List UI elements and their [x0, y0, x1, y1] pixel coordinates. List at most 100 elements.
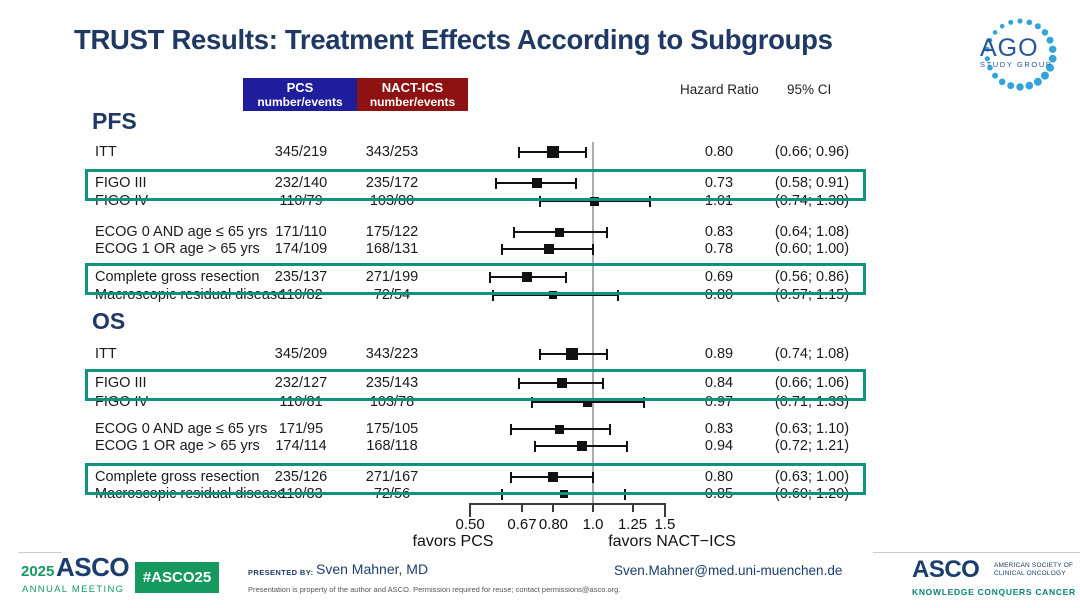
ago-dot	[998, 78, 1006, 86]
hazard-ratio-value: 0.83	[704, 223, 734, 240]
ci-cap-left	[492, 289, 495, 301]
x-axis-tick-label: 1.0	[582, 516, 604, 533]
nact-value: 235/143	[365, 374, 419, 391]
asco-logo: ASCO	[912, 556, 980, 583]
ago-dot	[984, 56, 990, 62]
nact-value: 175/122	[365, 223, 419, 240]
pcs-value: 171/95	[278, 420, 324, 437]
subgroup-label: Complete gross resection	[95, 468, 260, 485]
pcs-value: 174/109	[274, 240, 328, 257]
subgroup-label: ECOG 1 OR age > 65 yrs	[95, 437, 260, 454]
ci-cap-right	[605, 348, 608, 360]
ago-dot	[1040, 71, 1049, 80]
ci-cap-left	[538, 195, 541, 207]
subgroup-label: ECOG 0 AND age ≤ 65 yrs	[95, 420, 268, 437]
x-axis-tick	[520, 503, 523, 512]
highlight-box	[85, 263, 866, 295]
nact-value: 168/118	[366, 437, 418, 454]
ago-dot	[1034, 23, 1041, 30]
reference-line	[592, 142, 594, 505]
ci-cap-right	[584, 146, 587, 158]
hr-point-marker	[583, 397, 593, 407]
ci-value: (0.58; 0.91)	[774, 174, 850, 191]
nact-value: 168/131	[365, 240, 419, 257]
ago-logo-subtext: STUDY GROUP	[980, 60, 1053, 69]
x-axis-tick	[631, 503, 634, 512]
hazard-ratio-value: 0.69	[704, 268, 734, 285]
hazard-ratio-value: 0.84	[704, 374, 734, 391]
hazard-ratio-value: 0.83	[704, 420, 734, 437]
asco-society-line1: AMERICAN SOCIETY OF	[994, 562, 1074, 569]
pcs-header-line2: number/events	[257, 95, 343, 110]
ago-study-group-logo: AGO STUDY GROUP	[952, 8, 1074, 96]
ci-cap-right	[625, 440, 628, 452]
favors-nact-label: favors NACT−ICS	[608, 533, 736, 550]
ci-cap-left	[538, 348, 541, 360]
hazard-ratio-value: 0.73	[704, 174, 734, 191]
ci-value: (0.74; 1.08)	[774, 345, 850, 362]
pcs-header-line1: PCS	[286, 79, 314, 95]
x-axis-tick	[592, 503, 594, 512]
ago-dot	[1048, 54, 1057, 63]
hr-point-marker	[555, 424, 565, 434]
subgroup-label: FIGO III	[95, 374, 147, 391]
nact-ics-column-header: NACT-ICS number/events	[357, 78, 468, 111]
ci-cap-left	[510, 423, 513, 435]
presented-by-label: PRESENTED BY:	[248, 568, 314, 577]
section-title-pfs: PFS	[92, 108, 137, 134]
x-axis-tick	[552, 503, 555, 512]
ci-cap-right	[592, 243, 594, 255]
subgroup-label: ECOG 1 OR age > 65 yrs	[95, 240, 260, 257]
asco-society-line2: CLINICAL ONCOLOGY	[994, 570, 1066, 578]
hr-point-marker	[557, 378, 568, 388]
hr-point-marker	[577, 441, 588, 451]
ci-value: (0.72; 1.21)	[774, 437, 850, 454]
ci-cap-left	[518, 377, 521, 389]
hr-point-marker	[549, 291, 558, 299]
hr-point-marker	[566, 348, 579, 360]
nact-header-line1: NACT-ICS	[381, 79, 444, 95]
ago-logo-text: AGO	[980, 34, 1039, 62]
hazard-ratio-value: 0.89	[704, 345, 734, 362]
ci-cap-left	[489, 271, 492, 283]
pcs-value: 232/127	[274, 374, 328, 391]
presenter-name: Sven Mahner, MD	[316, 561, 429, 577]
hazard-ratio-value: 0.97	[704, 393, 734, 410]
ci-cap-right	[605, 226, 608, 238]
ci-cap-left	[512, 226, 515, 238]
presenter-email: Sven.Mahner@med.uni-muenchen.de	[614, 563, 843, 578]
highlight-box	[85, 369, 866, 401]
pcs-value: 235/137	[274, 268, 328, 285]
asco-tagline: KNOWLEDGE CONQUERS CANCER	[912, 587, 1076, 597]
ci-cap-right	[565, 271, 568, 283]
highlight-box	[85, 463, 866, 495]
ci-value: (0.63; 1.00)	[774, 468, 850, 485]
nact-value: 103/78	[369, 393, 415, 410]
ci-value: (0.71; 1.33)	[774, 393, 850, 410]
ci-value: (0.56; 0.86)	[774, 268, 850, 285]
nact-header-line2: number/events	[369, 95, 456, 110]
hazard-ratio-value: 0.94	[704, 437, 734, 454]
x-axis-tick	[469, 503, 472, 517]
nact-value: 175/105	[365, 420, 419, 437]
hr-point-marker	[532, 178, 543, 188]
ago-dot	[1046, 36, 1054, 44]
hazard-ratio-value: 0.78	[704, 240, 734, 257]
pcs-value: 345/209	[274, 345, 328, 362]
ago-dot	[999, 23, 1005, 29]
ago-dot	[987, 64, 993, 71]
ci-value: (0.66; 0.96)	[774, 143, 850, 160]
footer-divider-left	[18, 552, 62, 553]
ago-dot	[1033, 77, 1042, 86]
ago-dot	[1025, 81, 1034, 90]
pcs-column-header: PCS number/events	[243, 78, 357, 111]
ago-dot	[1008, 19, 1014, 25]
ago-dot	[1007, 82, 1015, 90]
nact-value: 343/223	[365, 345, 419, 362]
ago-dot	[1017, 18, 1023, 24]
ci-cap-right	[649, 195, 652, 207]
hazard-ratio-value: 0.80	[704, 143, 734, 160]
x-axis-tick	[663, 503, 666, 517]
ci-value: (0.63; 1.10)	[774, 420, 850, 437]
